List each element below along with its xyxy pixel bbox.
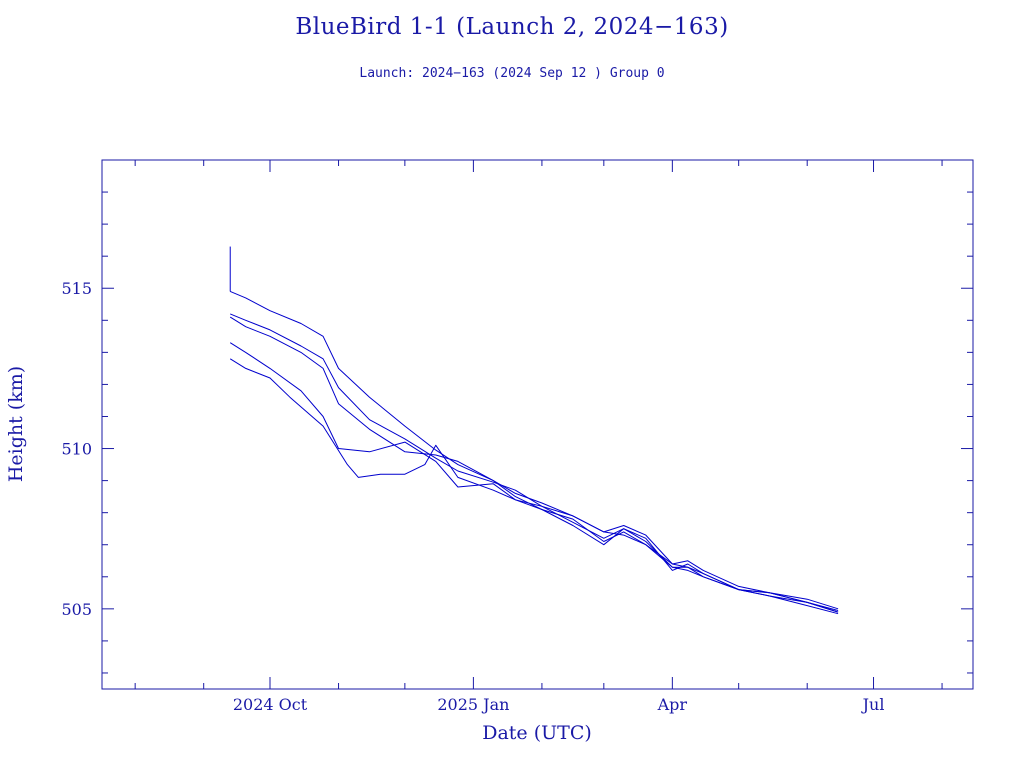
y-axis-label: Height (km) bbox=[5, 366, 27, 482]
y-tick-label: 510 bbox=[61, 440, 92, 459]
x-tick-label: Apr bbox=[657, 695, 688, 714]
chart-title: BlueBird 1‑1 (Launch 2, 2024−163) bbox=[295, 14, 729, 40]
y-tick-label: 515 bbox=[61, 279, 92, 298]
series-line-5 bbox=[229, 358, 839, 615]
series-line-4 bbox=[229, 342, 839, 613]
y-tick-label: 505 bbox=[61, 600, 92, 619]
plot-frame bbox=[101, 159, 974, 690]
x-axis-label: Date (UTC) bbox=[482, 722, 592, 744]
series-line-1 bbox=[230, 290, 839, 611]
series-line-2 bbox=[230, 313, 839, 610]
x-tick-label: 2024 Oct bbox=[233, 695, 308, 714]
axis-tick-labels: 505 510 515 2024 Oct 2025 Jan Apr Jul bbox=[61, 279, 884, 714]
x-tick-label: 2025 Jan bbox=[437, 695, 509, 714]
series-layer bbox=[229, 246, 839, 615]
chart-subtitle: Launch: 2024−163 (2024 Sep 12 ) Group 0 bbox=[359, 66, 665, 81]
series-line-3 bbox=[229, 316, 839, 613]
x-tick-label: Jul bbox=[861, 695, 885, 714]
axis-ticks bbox=[102, 159, 973, 689]
